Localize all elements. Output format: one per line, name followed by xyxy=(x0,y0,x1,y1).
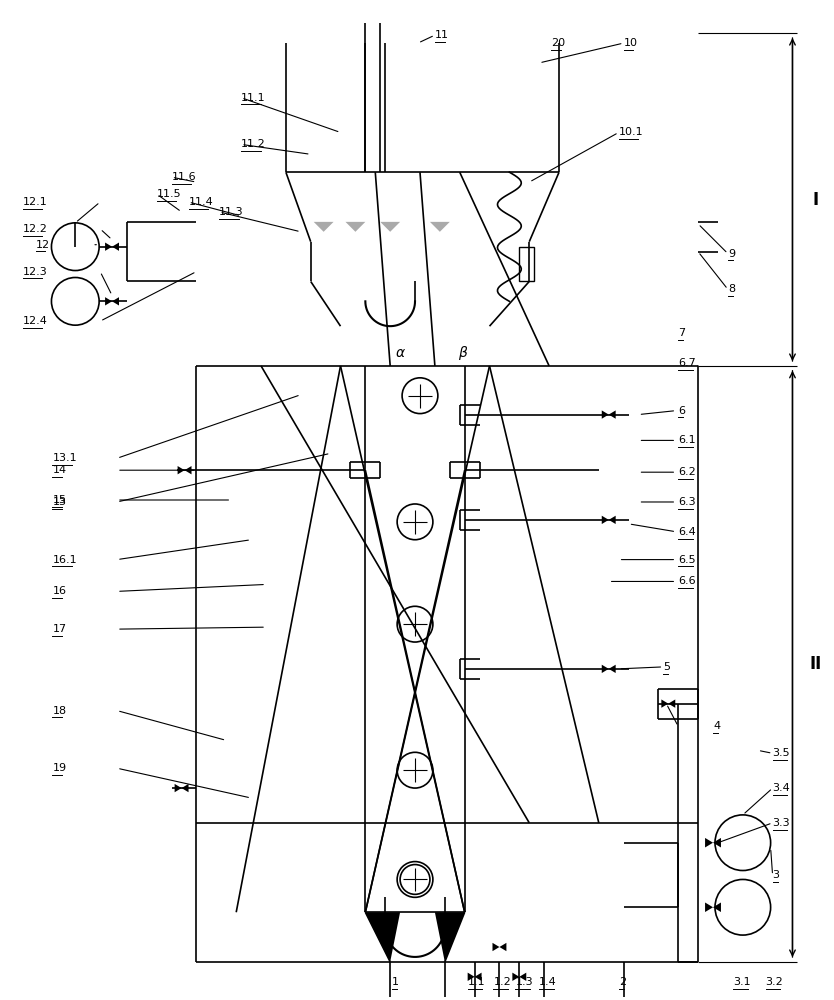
Text: 10: 10 xyxy=(624,38,638,48)
Text: 4: 4 xyxy=(713,721,720,731)
Text: 6.7: 6.7 xyxy=(678,358,696,368)
Text: 20: 20 xyxy=(551,38,565,48)
Text: I: I xyxy=(812,191,818,209)
Polygon shape xyxy=(468,973,475,981)
Polygon shape xyxy=(602,665,609,673)
Polygon shape xyxy=(112,243,119,251)
Text: 11.2: 11.2 xyxy=(241,139,266,149)
Polygon shape xyxy=(112,297,119,306)
Text: 6.4: 6.4 xyxy=(678,527,696,537)
Text: 18: 18 xyxy=(53,706,67,716)
Text: 12: 12 xyxy=(36,240,50,250)
Text: 14: 14 xyxy=(53,465,67,475)
Polygon shape xyxy=(435,912,465,962)
Polygon shape xyxy=(661,699,668,708)
Text: 12.4: 12.4 xyxy=(23,316,48,326)
Text: 11.4: 11.4 xyxy=(188,197,214,207)
Text: 1.4: 1.4 xyxy=(539,977,557,987)
Text: 11.3: 11.3 xyxy=(219,207,244,217)
Text: 3: 3 xyxy=(772,870,780,880)
Text: 6.2: 6.2 xyxy=(678,467,696,477)
Text: 6.3: 6.3 xyxy=(678,497,696,507)
Text: 3.2: 3.2 xyxy=(766,977,783,987)
Text: 11.6: 11.6 xyxy=(172,172,196,182)
Polygon shape xyxy=(705,903,713,912)
Text: 2: 2 xyxy=(619,977,626,987)
Text: 15: 15 xyxy=(53,495,67,505)
Polygon shape xyxy=(174,784,182,792)
Text: 16: 16 xyxy=(53,586,67,596)
Text: 12.3: 12.3 xyxy=(23,267,48,277)
Text: 6.1: 6.1 xyxy=(678,435,696,445)
Text: 3.5: 3.5 xyxy=(772,748,791,758)
Polygon shape xyxy=(602,516,609,524)
Polygon shape xyxy=(105,297,112,306)
Text: 7: 7 xyxy=(678,328,686,338)
Text: 17: 17 xyxy=(53,624,67,634)
Polygon shape xyxy=(493,943,500,951)
Polygon shape xyxy=(430,222,450,232)
Polygon shape xyxy=(380,222,400,232)
Polygon shape xyxy=(609,516,615,524)
Text: 1: 1 xyxy=(392,977,399,987)
Text: 3.1: 3.1 xyxy=(733,977,751,987)
Polygon shape xyxy=(314,222,334,232)
Bar xyxy=(520,247,535,281)
Text: 19: 19 xyxy=(53,763,67,773)
Text: 12.2: 12.2 xyxy=(23,224,48,234)
Text: 9: 9 xyxy=(728,249,735,259)
Text: 5: 5 xyxy=(663,662,671,672)
Text: 8: 8 xyxy=(728,284,735,294)
Polygon shape xyxy=(500,943,506,951)
Polygon shape xyxy=(345,222,365,232)
Text: 6.5: 6.5 xyxy=(678,555,696,565)
Text: 6: 6 xyxy=(678,406,686,416)
Polygon shape xyxy=(520,973,526,981)
Polygon shape xyxy=(713,903,721,912)
Text: 11.1: 11.1 xyxy=(241,93,266,103)
Polygon shape xyxy=(512,973,520,981)
Polygon shape xyxy=(475,973,481,981)
Polygon shape xyxy=(705,838,713,847)
Text: 10.1: 10.1 xyxy=(619,127,643,137)
Text: 1.3: 1.3 xyxy=(515,977,533,987)
Polygon shape xyxy=(105,243,112,251)
Text: 3.4: 3.4 xyxy=(772,783,791,793)
Text: 1.2: 1.2 xyxy=(494,977,511,987)
Text: β: β xyxy=(458,346,466,360)
Polygon shape xyxy=(178,466,184,474)
Text: 13: 13 xyxy=(53,497,67,507)
Text: 11: 11 xyxy=(435,30,449,40)
Text: 1.1: 1.1 xyxy=(468,977,485,987)
Polygon shape xyxy=(184,466,192,474)
Polygon shape xyxy=(713,838,721,847)
Polygon shape xyxy=(609,665,615,673)
Polygon shape xyxy=(668,699,676,708)
Polygon shape xyxy=(182,784,188,792)
Text: 16.1: 16.1 xyxy=(53,555,77,565)
Text: II: II xyxy=(809,655,821,673)
Polygon shape xyxy=(602,410,609,419)
Text: 12.1: 12.1 xyxy=(23,197,48,207)
Text: α: α xyxy=(395,346,404,360)
Text: 11.5: 11.5 xyxy=(157,189,181,199)
Polygon shape xyxy=(365,912,400,962)
Text: 6.6: 6.6 xyxy=(678,576,696,586)
Text: 3.3: 3.3 xyxy=(772,818,791,828)
Polygon shape xyxy=(609,410,615,419)
Text: 13.1: 13.1 xyxy=(53,453,77,463)
